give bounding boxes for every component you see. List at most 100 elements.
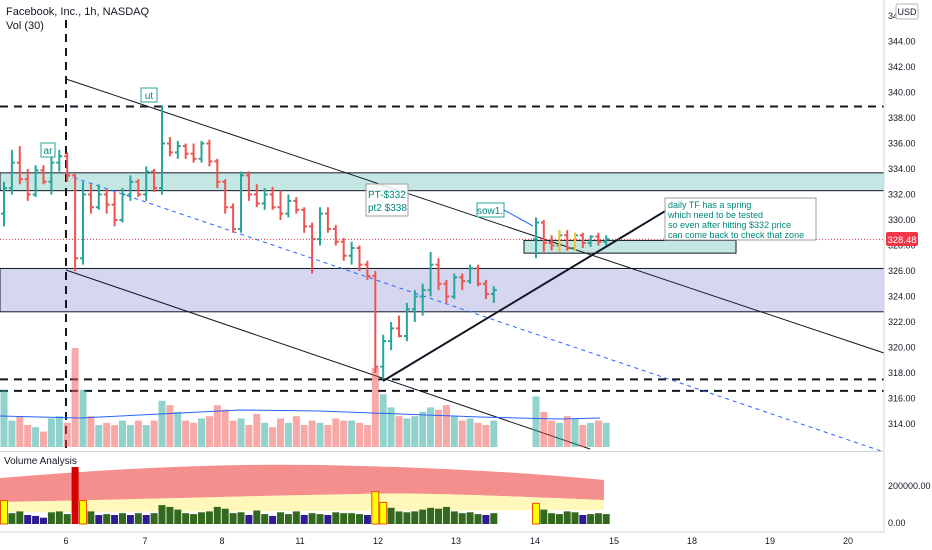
time-tick-label: 20 — [843, 536, 853, 546]
volume-analysis-bar — [71, 467, 79, 524]
volume-bar — [174, 411, 182, 447]
last-price-text: 328.48 — [887, 235, 916, 246]
annotation-note-line3: so even after hitting $332 price — [668, 220, 791, 230]
volume-bar — [555, 422, 563, 447]
annotation-pt-line1: PT-$332 — [368, 190, 406, 201]
volume-analysis-bar — [395, 511, 403, 524]
volume-bar — [300, 425, 308, 447]
currency-badge[interactable]: USD — [895, 3, 919, 20]
volume-bar — [8, 420, 16, 447]
ohlc-bar — [111, 191, 118, 227]
trendlines-layer — [0, 20, 885, 453]
time-axis-bg — [0, 532, 932, 550]
ohlc-bar — [245, 171, 252, 201]
volume-bar — [532, 396, 540, 447]
ohlc-bar — [1, 181, 7, 227]
ohlc-bar — [443, 279, 450, 303]
ohlc-bar — [64, 152, 71, 182]
currency-badge-box[interactable] — [895, 3, 919, 20]
volume-bar — [563, 416, 571, 447]
ohlc-bar — [159, 105, 165, 195]
volume-analysis-bar — [24, 515, 32, 524]
ohlc-bar — [533, 217, 539, 259]
volume-label: Vol (30) — [6, 20, 44, 32]
time-tick-label: 13 — [451, 536, 461, 546]
volume-analysis-bar — [47, 512, 55, 524]
ohlc-bar — [603, 235, 610, 246]
volume-analysis-bar — [158, 505, 166, 524]
ohlc-bar — [56, 149, 63, 172]
annotation-pt: PT-$332 pt2 $338 — [365, 183, 409, 217]
price-tick-label: 332.00 — [888, 190, 916, 200]
ohlc-bar — [324, 207, 331, 233]
time-tick-label: 12 — [373, 536, 383, 546]
volume-analysis-bar — [245, 515, 253, 524]
ohlc-bar — [540, 220, 547, 252]
volume-bar — [379, 394, 387, 447]
volume-band-lower — [0, 493, 604, 512]
volume-analysis-bar — [87, 511, 95, 524]
volume-bar — [182, 420, 190, 447]
ohlc-bar — [16, 146, 23, 185]
volume-bar — [371, 367, 379, 447]
annotation-pt-line2: pt2 $338 — [368, 203, 407, 214]
volume-analysis-bar — [119, 513, 126, 524]
volume-band-upper — [0, 464, 604, 502]
volume-analysis-bar — [579, 515, 587, 524]
annotation-note-line1: daily TF has a spring — [668, 200, 751, 210]
ohlc-bar — [166, 137, 173, 157]
volume-analysis-panel: Volume Analysis — [0, 451, 884, 525]
volume-analysis-bar — [63, 514, 71, 524]
volume-bar — [126, 425, 134, 447]
ohlc-bar — [48, 156, 55, 195]
volume-analysis-bar — [166, 506, 174, 524]
time-tick-label: 7 — [142, 536, 147, 546]
volume-analysis-bar — [348, 513, 356, 524]
ohlc-bar — [277, 190, 284, 220]
price-tick-label: 344.00 — [888, 37, 916, 47]
volume-analysis-bar — [474, 514, 482, 524]
volume-bar — [387, 407, 395, 447]
volume-bar — [587, 422, 595, 447]
volume-analysis-bar — [363, 515, 371, 524]
price-tick-label: 320.00 — [888, 343, 916, 353]
volume-analysis-bar — [332, 512, 340, 524]
volume-bar — [71, 348, 79, 447]
volume-bar — [308, 420, 316, 447]
volume-analysis-bar — [419, 509, 427, 524]
volume-bar — [261, 422, 269, 447]
ohlc-bar — [206, 139, 213, 167]
volume-analysis-bar — [111, 515, 119, 524]
time-tick-label: 19 — [765, 536, 775, 546]
zones-layer — [0, 172, 885, 313]
price-tick-label: 340.00 — [888, 88, 916, 98]
panel-title-bg — [0, 453, 90, 467]
ohlc-bar — [151, 169, 158, 192]
volume-analysis-bar — [411, 511, 419, 524]
price-tick-label: 324.00 — [888, 292, 916, 302]
ohlc-bar — [8, 149, 15, 195]
price-tick-label: 318.00 — [888, 368, 916, 378]
channel-upper-line — [65, 78, 885, 354]
volume-bar — [435, 409, 442, 447]
ohlc-bar — [143, 166, 150, 201]
volume-bar — [442, 405, 450, 447]
ohlc-bars-layer — [1, 105, 610, 380]
volume-bar — [292, 416, 300, 447]
time-tick-label: 18 — [687, 536, 697, 546]
time-tick-label: 11 — [295, 536, 304, 546]
volume-bar — [198, 418, 205, 447]
ohlc-bar — [595, 232, 602, 246]
volume-bar — [363, 425, 371, 447]
ohlc-bar — [253, 184, 260, 208]
volume-bar — [474, 422, 482, 447]
panel-title: Volume Analysis — [4, 456, 77, 467]
volume-bar — [0, 389, 8, 447]
ohlc-bar — [24, 169, 31, 201]
price-tick-label: 342.00 — [888, 62, 916, 72]
time-tick-label: 14 — [530, 536, 540, 546]
annotation-ut: ut — [140, 87, 158, 103]
volume-analysis-bar — [442, 506, 450, 524]
ohlc-bar — [427, 251, 434, 297]
